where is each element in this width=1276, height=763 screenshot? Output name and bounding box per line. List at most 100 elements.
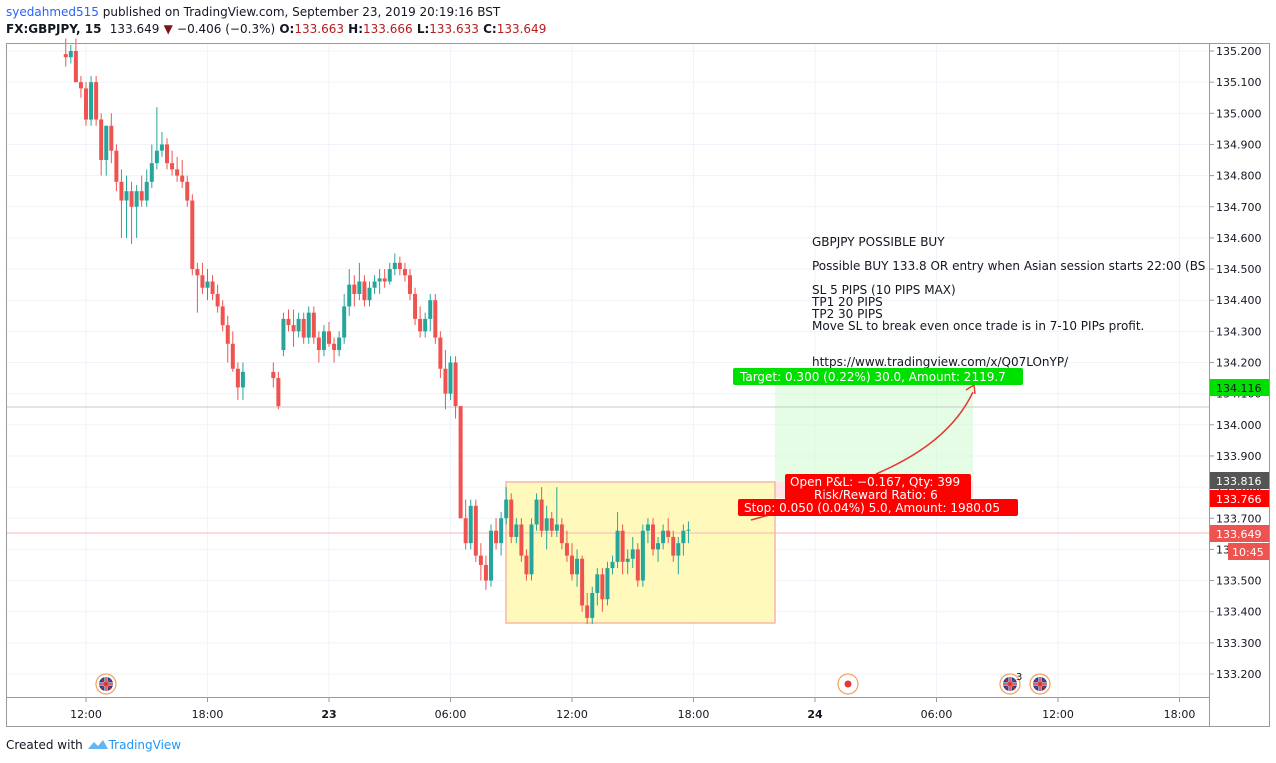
candle-body[interactable] [605,568,610,600]
candle-body[interactable] [271,371,276,379]
candle-body[interactable] [134,191,139,207]
candle-body[interactable] [306,312,311,338]
tradingview-brand-link[interactable]: TradingView [108,738,182,752]
candle-body[interactable] [170,163,175,170]
candle-body[interactable] [423,318,428,332]
candle-body[interactable] [225,325,230,344]
candle-body[interactable] [68,51,73,58]
candle-body[interactable] [676,543,681,556]
candle-body[interactable] [534,499,539,525]
candle-body[interactable] [89,82,94,120]
candle-body[interactable] [185,181,190,201]
candle-body[interactable] [154,150,159,164]
candle-body[interactable] [200,275,205,288]
candle-body[interactable] [468,505,473,544]
candle-body[interactable] [180,175,185,182]
candle-body[interactable] [681,530,686,544]
candle-body[interactable] [104,125,109,161]
candle-body[interactable] [428,300,433,319]
candle-body[interactable] [357,281,362,294]
candle-body[interactable] [625,558,630,562]
price-axis[interactable]: 135.200 135.100 135.000 134.900 134.800 134.7… [1209,45,1262,681]
candle-body[interactable] [549,518,554,531]
candle-body[interactable] [564,543,569,556]
candle-body[interactable] [509,499,514,537]
candle-body[interactable] [494,530,499,544]
candle-body[interactable] [377,278,382,282]
candle-body[interactable] [539,499,544,531]
candle-body[interactable] [215,293,220,307]
candle-body[interactable] [321,331,326,351]
candle-body[interactable] [489,530,493,581]
candle-body[interactable] [438,337,443,369]
candle-body[interactable] [463,518,468,544]
candle-body[interactable] [661,530,666,544]
candle-body[interactable] [362,281,367,301]
candle-body[interactable] [114,150,119,182]
candle-body[interactable] [656,543,661,550]
candle-body[interactable] [615,530,620,562]
candle-body[interactable] [514,524,519,537]
candle-body[interactable] [311,312,316,338]
candle-body[interactable] [529,524,534,575]
candle-body[interactable] [139,191,144,201]
candle-body[interactable] [387,269,392,282]
candle-body[interactable] [544,518,549,531]
candle-body[interactable] [296,318,301,332]
candle-body[interactable] [418,318,423,332]
candle-body[interactable] [453,362,458,407]
candle-body[interactable] [149,163,154,182]
candle-body[interactable] [478,555,483,565]
candle-body[interactable] [301,318,306,338]
candle-body[interactable] [332,343,337,351]
candle-body[interactable] [595,574,600,594]
candle-body[interactable] [281,318,286,351]
candle-body[interactable] [286,318,291,326]
candle-body[interactable] [635,549,640,581]
candle-body[interactable] [392,262,397,270]
candle-body[interactable] [73,51,78,83]
candle-body[interactable] [458,406,463,519]
candle-body[interactable] [630,549,635,559]
candle-body[interactable] [382,278,387,282]
candle-body[interactable] [159,144,164,151]
candle-body[interactable] [580,558,585,606]
candle-body[interactable] [109,125,114,151]
time-axis[interactable]: 12:00 18:00 23 06:00 12:00 18:00 24 06:00 12:00 1… [70,697,1195,721]
candle-body[interactable] [347,284,352,307]
candle-body[interactable] [483,564,488,581]
candle-body[interactable] [448,362,453,394]
candle-body[interactable] [585,605,590,618]
candle-body[interactable] [129,191,134,207]
uk-flag-icon[interactable] [95,673,117,695]
candle-body[interactable] [554,524,559,531]
candle-body[interactable] [504,499,509,519]
uk-flag-icon[interactable] [1029,673,1051,695]
candle-body[interactable] [195,269,200,276]
candle-body[interactable] [235,368,240,388]
candle-body[interactable] [499,518,504,544]
candle-body[interactable] [94,82,99,120]
candle-body[interactable] [372,281,377,288]
candle-body[interactable] [590,593,595,618]
candle-body[interactable] [327,331,331,344]
candle-body[interactable] [666,530,671,537]
uk-flag-icon[interactable] [999,673,1021,695]
candle-body[interactable] [205,281,210,288]
author-link[interactable]: syedahmed515 [6,5,99,19]
event-dot-icon[interactable] [837,673,859,695]
candle-body[interactable] [316,337,321,351]
candle-body[interactable] [620,530,625,562]
candle-body[interactable] [443,368,448,394]
candle-body[interactable] [519,524,524,556]
candle-body[interactable] [220,306,225,326]
candle-body[interactable] [84,88,88,120]
candle-body[interactable] [671,536,676,556]
candle-body[interactable] [402,269,407,276]
candle-body[interactable] [413,293,418,319]
candle-body[interactable] [686,529,691,531]
consolidation-rectangle[interactable] [505,481,776,624]
candle-body[interactable] [144,181,149,201]
candle-body[interactable] [210,281,215,294]
